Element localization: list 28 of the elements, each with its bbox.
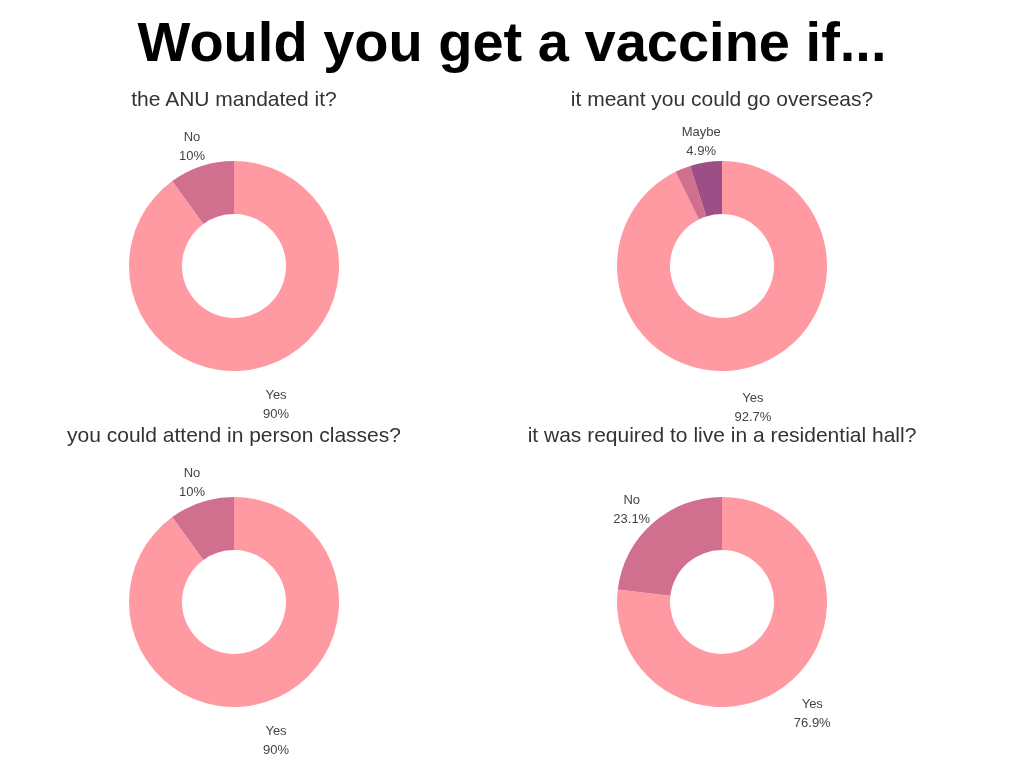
slice-label: No	[183, 128, 201, 144]
donut-slice	[172, 497, 234, 560]
donut-slice	[690, 161, 722, 217]
chart-title: it meant you could go overseas?	[570, 87, 874, 110]
slice-label: Maybe	[681, 123, 721, 139]
chart-title: the ANU mandated it?	[131, 87, 337, 110]
data-label: 76.9%	[793, 714, 832, 730]
data-label: 92.7%	[734, 409, 772, 425]
chart-title: it was required to live in a residential hall?	[527, 423, 917, 446]
donut-slice	[617, 161, 827, 371]
slice-label: Yes	[801, 695, 824, 711]
slice-label: Yes	[265, 387, 288, 403]
chart-title: you could attend in person classes?	[67, 423, 401, 446]
donut-slice	[129, 161, 339, 371]
slice-label: Yes	[265, 723, 288, 739]
donut-slice	[172, 161, 234, 224]
data-label: 23.1%	[613, 511, 651, 527]
slice-label: Yes	[742, 390, 765, 406]
data-label: 10%	[178, 483, 206, 499]
donut-slice	[129, 497, 339, 707]
data-label: 90%	[263, 406, 290, 422]
data-label: 4.9%	[686, 142, 717, 158]
text: Would you get a vaccine if...	[137, 10, 887, 73]
data-label: 90%	[263, 742, 290, 758]
donut-slice	[675, 165, 707, 220]
data-label: 10%	[178, 147, 206, 163]
slice-label: No	[623, 492, 641, 508]
slice-label: No	[183, 464, 201, 480]
